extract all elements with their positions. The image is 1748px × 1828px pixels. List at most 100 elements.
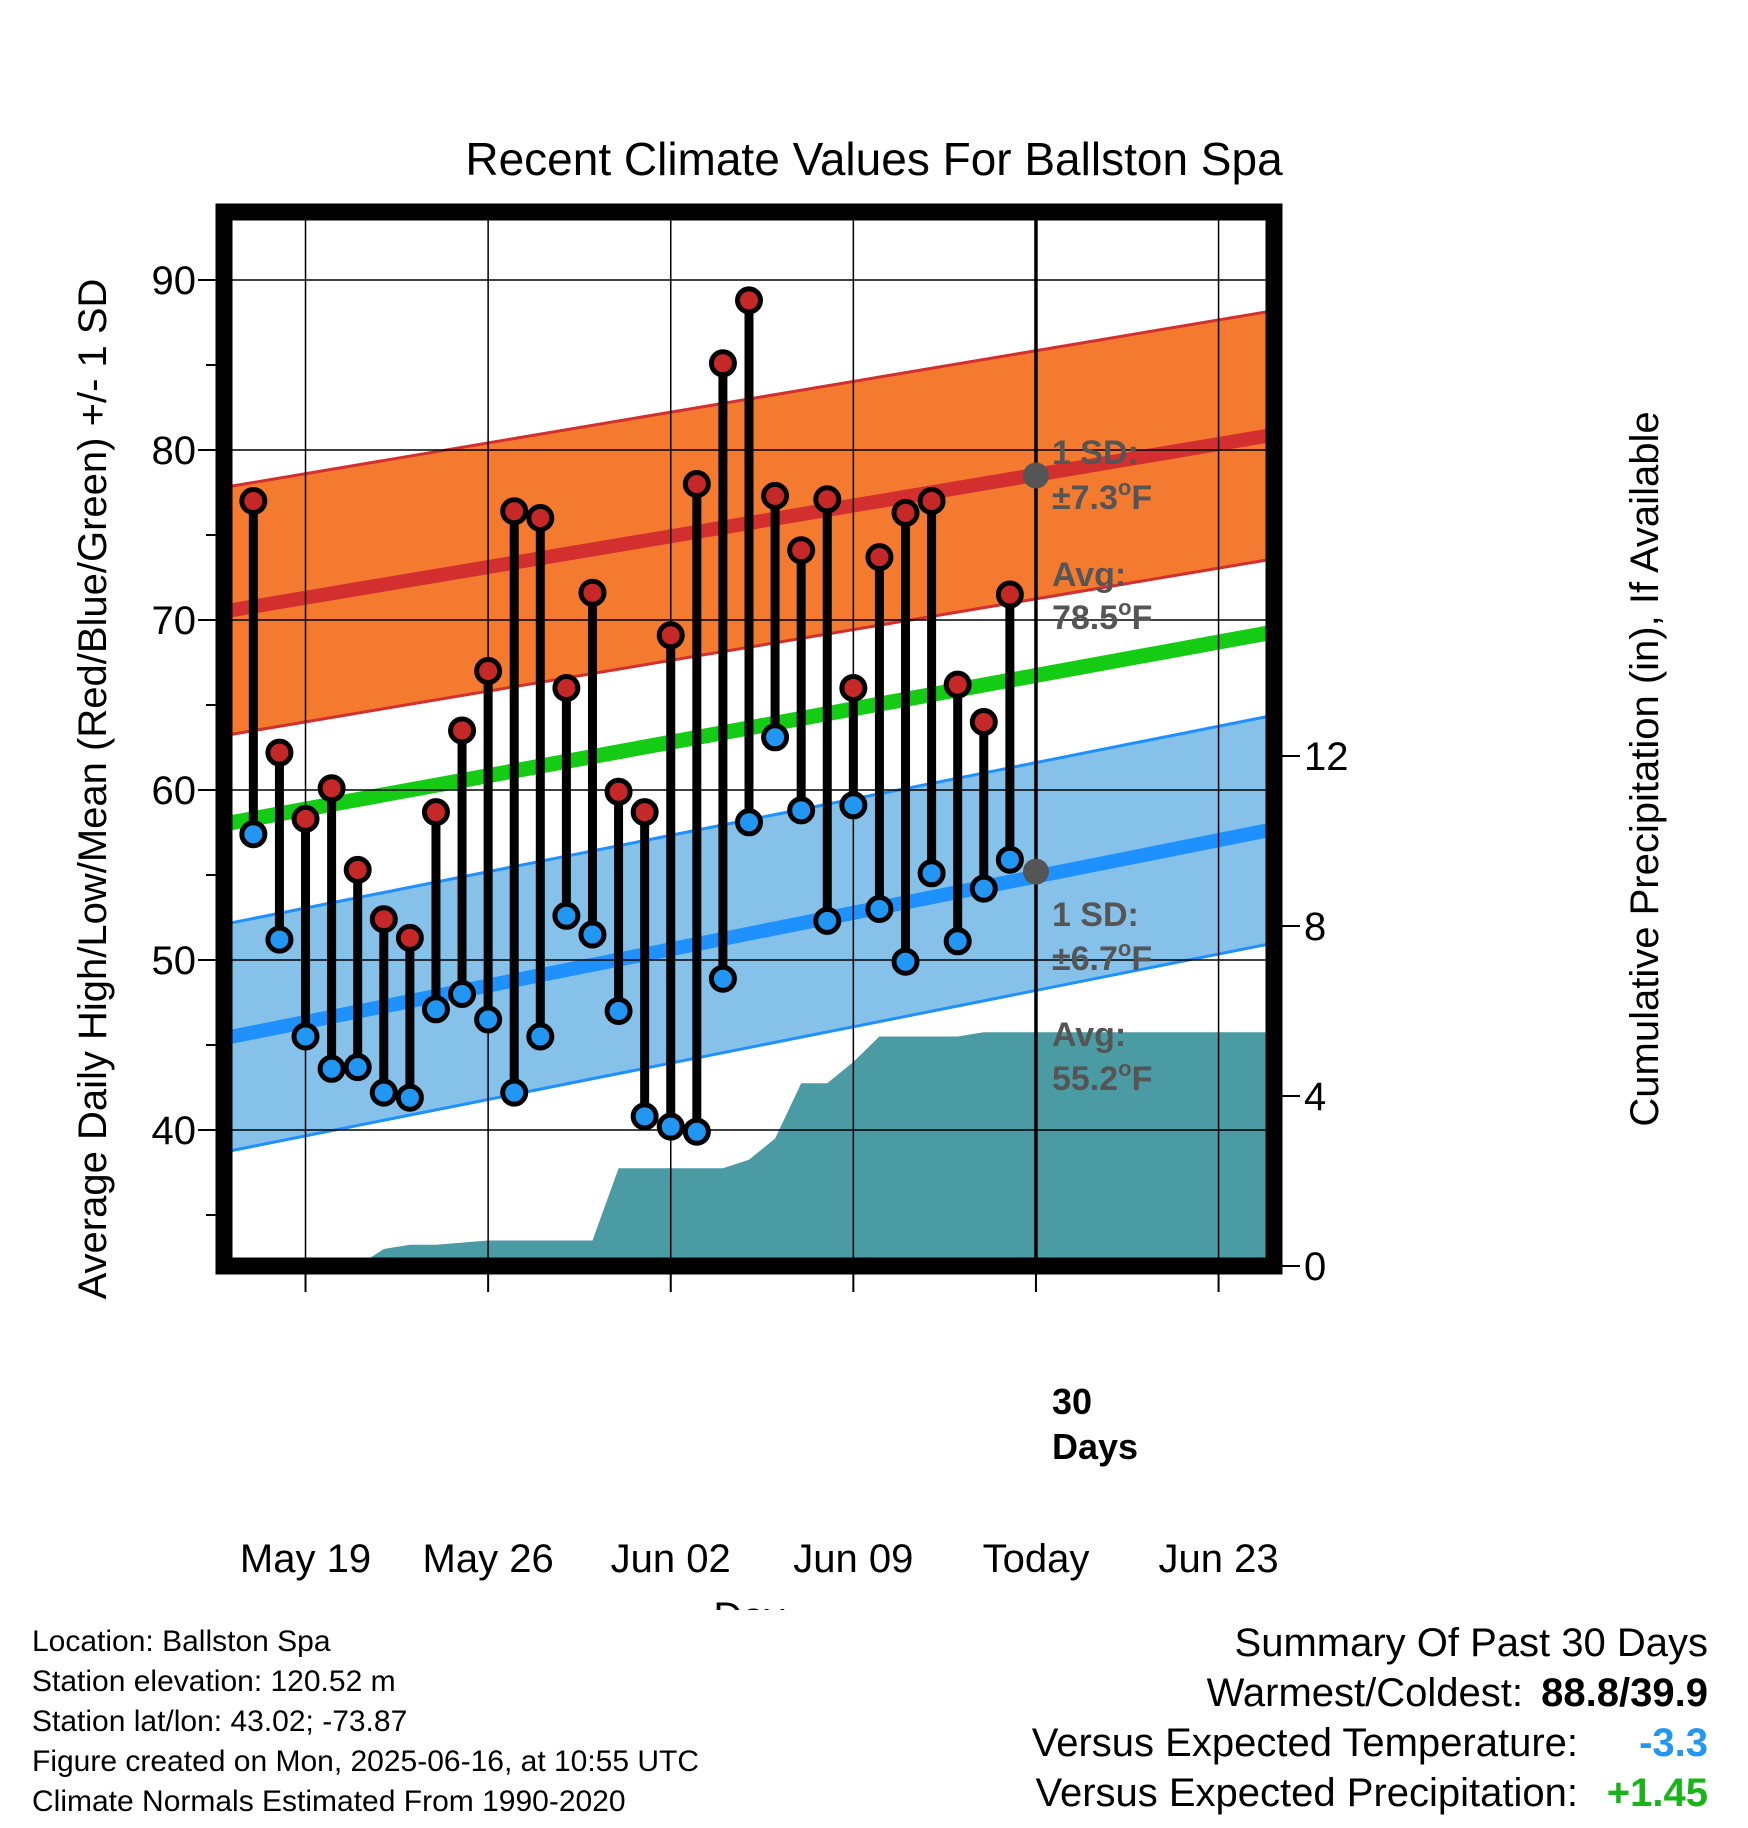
- y-axis-right-label: Cumulative Precipitation (in), If Availa…: [1623, 411, 1667, 1126]
- high-point: [448, 716, 477, 745]
- high-point: [604, 777, 633, 806]
- high-point: [969, 708, 998, 736]
- low-point: [787, 796, 816, 825]
- station-info: Location: Ballston Spa Station elevation…: [32, 1622, 699, 1822]
- high-point: [656, 621, 685, 650]
- plot-frame: [215, 203, 1283, 1275]
- low-point: [395, 1083, 424, 1112]
- low-point: [813, 906, 842, 935]
- high-point: [578, 578, 607, 607]
- low-point: [526, 1022, 555, 1051]
- low-avg-value: 55.2oF: [1052, 1056, 1152, 1098]
- location-text: Location: Ballston Spa: [32, 1625, 331, 1658]
- axis-ticks-layer: 40 50 60 70 80 90 0 4 8 12 May 19 May 26 Jun 02 Jun 0…: [152, 259, 1349, 1581]
- low-point: [708, 964, 737, 993]
- high-point: [865, 543, 894, 572]
- low-point: [369, 1078, 398, 1107]
- summary-warm-cold-row: Warmest/Coldest: 88.8/39.9: [1032, 1668, 1708, 1718]
- y-right-tick-label: 4: [1304, 1075, 1326, 1119]
- high-point: [943, 670, 972, 699]
- high-sd-value: ±7.3oF: [1052, 475, 1152, 517]
- created-text: Figure created on Mon, 2025-06-16, at 10…: [32, 1745, 700, 1778]
- low-point: [552, 901, 581, 930]
- low-point: [421, 995, 450, 1024]
- precip-area: [357, 1032, 1271, 1266]
- x-tick-label: May 19: [240, 1537, 371, 1581]
- high-avg-label: Avg:: [1052, 556, 1126, 594]
- low-point: [656, 1112, 685, 1141]
- high-point: [291, 804, 320, 833]
- high-point: [787, 536, 816, 565]
- temp-diff-label: Versus Expected Temperature:: [1031, 1721, 1578, 1765]
- high-point: [761, 481, 790, 510]
- low-point: [761, 723, 790, 752]
- high-point: [395, 923, 424, 952]
- temp-diff-value: -3.3: [1639, 1721, 1708, 1765]
- low-point: [969, 874, 998, 903]
- y-left-tick-label: 80: [152, 429, 197, 473]
- low-point: [265, 925, 294, 954]
- y-right-tick-label: 0: [1304, 1245, 1326, 1289]
- low-point: [735, 808, 763, 837]
- chart-title: Recent Climate Values For Ballston Spa: [465, 133, 1283, 185]
- today-high-avg-marker: [1022, 462, 1049, 489]
- y-left-tick-label: 40: [152, 1109, 197, 1153]
- summary-heading: Summary Of Past 30 Days: [1234, 1621, 1708, 1665]
- low-point: [343, 1053, 372, 1082]
- high-point: [265, 738, 294, 767]
- low-point: [239, 820, 268, 849]
- precip-layer: [357, 1032, 1271, 1266]
- days-count-label: 30: [1052, 1381, 1092, 1422]
- high-point: [343, 855, 372, 884]
- precip-diff-value: +1.45: [1606, 1771, 1708, 1815]
- climate-chart: Recent Climate Values For Ballston Spa 1…: [71, 133, 1667, 1610]
- low-point: [604, 997, 633, 1025]
- low-point: [865, 895, 894, 923]
- high-point: [474, 657, 503, 685]
- high-point: [995, 580, 1024, 609]
- low-point: [682, 1117, 711, 1146]
- low-normal-line: [222, 822, 1276, 1046]
- low-point: [630, 1102, 659, 1131]
- plot-border: [215, 203, 1283, 1275]
- summary-panel: Summary Of Past 30 Days Warmest/Coldest:…: [1032, 1618, 1708, 1818]
- y-right-tick-label: 8: [1304, 905, 1326, 949]
- high-point: [735, 286, 763, 315]
- precip-diff-label: Versus Expected Precipitation:: [1035, 1771, 1578, 1815]
- daily-stems-layer: [248, 300, 1015, 1132]
- x-tick-label: Today: [983, 1537, 1090, 1581]
- low-point: [291, 1022, 320, 1051]
- low-point: [500, 1078, 529, 1107]
- y-right-tick-label: 12: [1304, 735, 1349, 779]
- x-tick-label: May 26: [423, 1537, 554, 1581]
- y-left-tick-label: 90: [152, 259, 197, 303]
- low-avg-label: Avg:: [1052, 1016, 1126, 1054]
- latlon-text: Station lat/lon: 43.02; -73.87: [32, 1705, 408, 1738]
- low-band-lower-edge: [223, 941, 1275, 1154]
- x-tick-label: Jun 02: [611, 1537, 731, 1581]
- y-left-tick-label: 70: [152, 599, 197, 643]
- high-point: [682, 470, 711, 498]
- y-left-tick-label: 50: [152, 939, 197, 983]
- low-point: [917, 859, 946, 888]
- high-avg-value: 78.5oF: [1052, 595, 1152, 637]
- summary-temp-row: Versus Expected Temperature: -3.3: [1032, 1718, 1708, 1768]
- warm-cold-label: Warmest/Coldest:: [1206, 1671, 1523, 1715]
- days-word-label: Days: [1052, 1426, 1138, 1467]
- high-point: [630, 798, 659, 827]
- low-point: [943, 927, 972, 956]
- high-point: [891, 498, 920, 527]
- today-low-avg-marker: [1022, 858, 1049, 885]
- high-point: [317, 774, 346, 803]
- low-point: [578, 920, 607, 949]
- low-sd-label: 1 SD:: [1052, 896, 1139, 934]
- high-point: [526, 504, 555, 532]
- high-point: [369, 905, 398, 934]
- high-point: [421, 798, 450, 827]
- daily-points-layer: [239, 286, 1024, 1146]
- low-point: [891, 947, 920, 976]
- high-point: [500, 497, 529, 526]
- y-axis-left-label: Average Daily High/Low/Mean (Red/Blue/Gr…: [71, 279, 115, 1300]
- low-point: [839, 791, 868, 820]
- x-tick-label: Jun 23: [1159, 1537, 1279, 1581]
